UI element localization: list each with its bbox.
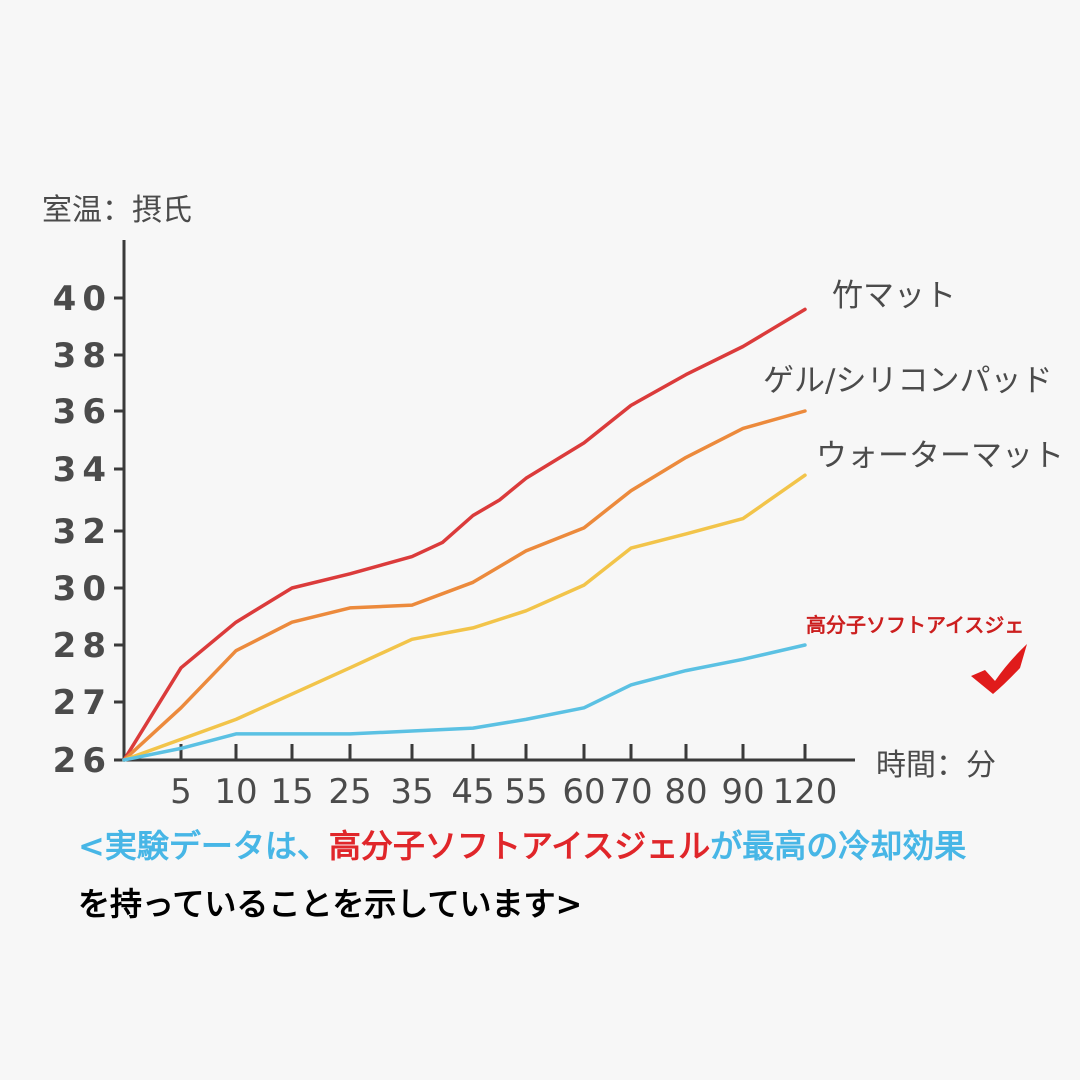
y-tick-label: 36	[53, 392, 112, 432]
x-tick-label: 120	[773, 772, 838, 810]
temperature-chart: 26 27 28 30 32 34 36 38 40 5 10 15 25 35 45 55 60 70 80 90 1…	[42, 193, 1064, 810]
caption-highlight: 高分子ソフトアイスジェル	[328, 827, 711, 865]
x-tick-label: 55	[504, 772, 547, 810]
x-tick-label: 45	[451, 772, 494, 810]
y-tick-label: 30	[53, 569, 112, 609]
series-label-4: 高分子ソフトアイスジェ	[806, 613, 1024, 637]
caption-line-2: を持っていることを示しています>	[78, 885, 583, 923]
x-tick-label: 25	[328, 772, 371, 810]
y-tick-label: 26	[53, 741, 112, 781]
x-tick-label: 80	[664, 772, 707, 810]
x-tick-label: 35	[390, 772, 433, 810]
checkmark-icon	[971, 644, 1027, 694]
x-tick-label: 90	[721, 772, 764, 810]
y-axis-title: 室温：摂氏	[42, 193, 192, 228]
series-line-2	[122, 409, 807, 762]
y-tick-label: 27	[53, 683, 112, 723]
series-line-3	[122, 473, 807, 762]
x-tick-label: 10	[214, 772, 257, 810]
caption-line-1: <実験データは、高分子ソフトアイスジェルが最高の冷却効果	[78, 826, 966, 866]
x-axis-title: 時間：分	[876, 748, 996, 783]
series-label-1: 竹マット	[832, 278, 956, 314]
x-tick-label: 15	[270, 772, 313, 810]
y-tick-label: 38	[53, 336, 112, 376]
x-tick-label: 5	[170, 772, 192, 810]
y-tick-label: 34	[53, 450, 112, 490]
x-tick-label: 70	[609, 772, 652, 810]
series-label-3: ウォーターマット	[816, 438, 1064, 474]
series-line-1	[122, 307, 807, 762]
x-tick-label: 60	[562, 772, 605, 810]
series-label-2: ゲル/シリコンパッド	[763, 363, 1052, 399]
series-line-4	[122, 643, 807, 762]
y-tick-label: 40	[53, 279, 112, 319]
caption-part-1: <実験データは、	[78, 827, 329, 865]
y-tick-label: 32	[53, 512, 112, 552]
caption-part-2: が最高の冷却効果	[710, 827, 967, 865]
y-tick-label: 28	[53, 626, 112, 666]
